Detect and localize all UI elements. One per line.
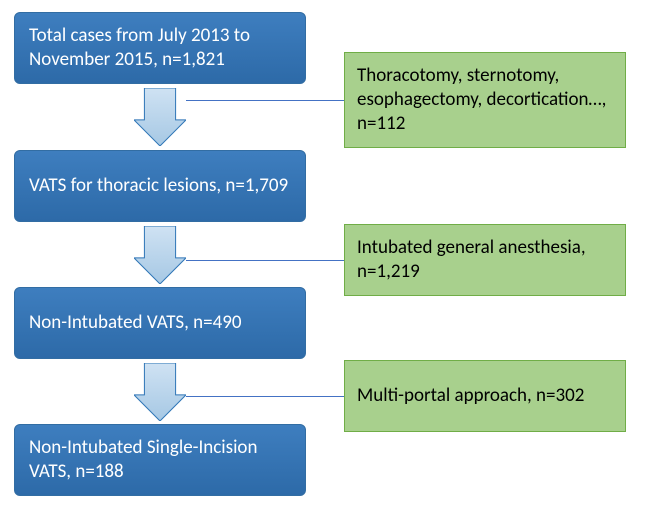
main-node-box1: Total cases from July 2013 to November 2…	[14, 12, 306, 84]
main-node-label: Non-Intubated VATS, n=490	[29, 311, 242, 335]
main-node-label: Non-Intubated Single-Incision VATS, n=18…	[29, 436, 291, 484]
side-node-label: Multi-portal approach, n=302	[357, 384, 584, 408]
flowchart-canvas: Total cases from July 2013 to November 2…	[0, 0, 649, 519]
main-node-box2: VATS for thoracic lesions, n=1,709	[14, 150, 306, 222]
connector-line	[186, 396, 344, 397]
side-node-side3: Multi-portal approach, n=302	[344, 360, 626, 432]
main-node-label: Total cases from July 2013 to November 2…	[29, 24, 291, 72]
arrow-down-icon	[134, 88, 186, 146]
arrow-down-icon	[134, 363, 186, 421]
connector-line	[186, 260, 344, 261]
side-node-label: Intubated general anesthesia, n=1,219	[357, 236, 613, 284]
arrow-down-icon	[134, 226, 186, 284]
side-node-side1: Thoracotomy, sternotomy, esophagectomy, …	[344, 52, 626, 148]
main-node-box3: Non-Intubated VATS, n=490	[14, 287, 306, 359]
main-node-box4: Non-Intubated Single-Incision VATS, n=18…	[14, 424, 306, 496]
connector-line	[186, 100, 344, 101]
side-node-side2: Intubated general anesthesia, n=1,219	[344, 224, 626, 296]
main-node-label: VATS for thoracic lesions, n=1,709	[29, 174, 288, 198]
side-node-label: Thoracotomy, sternotomy, esophagectomy, …	[357, 64, 613, 135]
